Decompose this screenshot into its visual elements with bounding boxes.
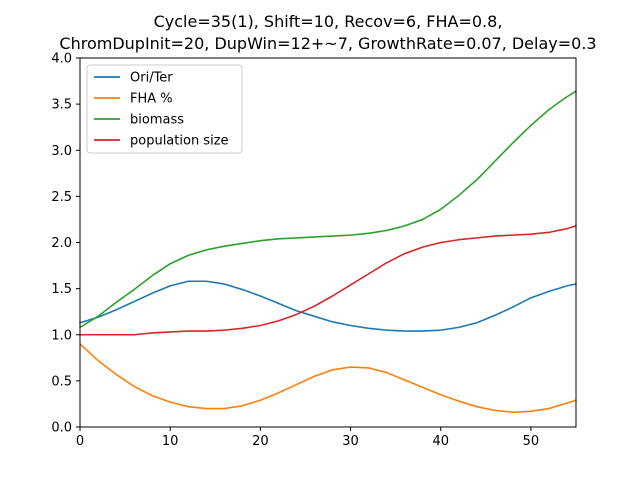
x-axis: 0 10 20 30 40 50 bbox=[76, 427, 539, 449]
series-line-2 bbox=[79, 90, 577, 329]
chart-title-line-2: ChromDupInit=20, DupWin=12+~7, GrowthRat… bbox=[59, 34, 596, 53]
y-tick-label-2: 1.0 bbox=[51, 328, 72, 343]
legend-label-1: FHA % bbox=[130, 92, 173, 107]
y-tick-label-5: 2.5 bbox=[51, 190, 72, 205]
series-line-3 bbox=[79, 225, 577, 336]
legend-label-0: Ori/Ter bbox=[130, 71, 173, 86]
legend-label-2: biomass bbox=[130, 113, 184, 128]
legend-box bbox=[86, 64, 243, 154]
x-tick-label-5: 50 bbox=[523, 434, 540, 449]
y-tick-label-6: 3.0 bbox=[51, 144, 72, 159]
y-tick-label-4: 2.0 bbox=[51, 236, 72, 251]
legend: Ori/Ter FHA % biomass population size bbox=[86, 64, 243, 154]
y-tick-label-0: 0.0 bbox=[51, 421, 72, 436]
x-tick-label-0: 0 bbox=[76, 434, 84, 449]
series-line-0 bbox=[79, 280, 577, 332]
x-tick-label-2: 20 bbox=[252, 434, 269, 449]
x-tick-label-4: 40 bbox=[432, 434, 449, 449]
y-tick-label-1: 0.5 bbox=[51, 374, 72, 389]
chart-title-line-1: Cycle=35(1), Shift=10, Recov=6, FHA=0.8, bbox=[154, 12, 503, 31]
y-tick-label-3: 1.5 bbox=[51, 282, 72, 297]
y-tick-label-8: 4.0 bbox=[51, 52, 72, 67]
series-line-1 bbox=[79, 343, 577, 414]
y-tick-label-7: 3.5 bbox=[51, 98, 72, 113]
plot-frame bbox=[79, 57, 577, 428]
series-lines bbox=[79, 90, 577, 414]
legend-label-3: population size bbox=[130, 134, 229, 149]
x-tick-label-3: 30 bbox=[342, 434, 359, 449]
y-axis: 0.0 0.5 1.0 1.5 2.0 2.5 3.0 3.5 4.0 bbox=[51, 52, 80, 436]
x-tick-label-1: 10 bbox=[162, 434, 179, 449]
